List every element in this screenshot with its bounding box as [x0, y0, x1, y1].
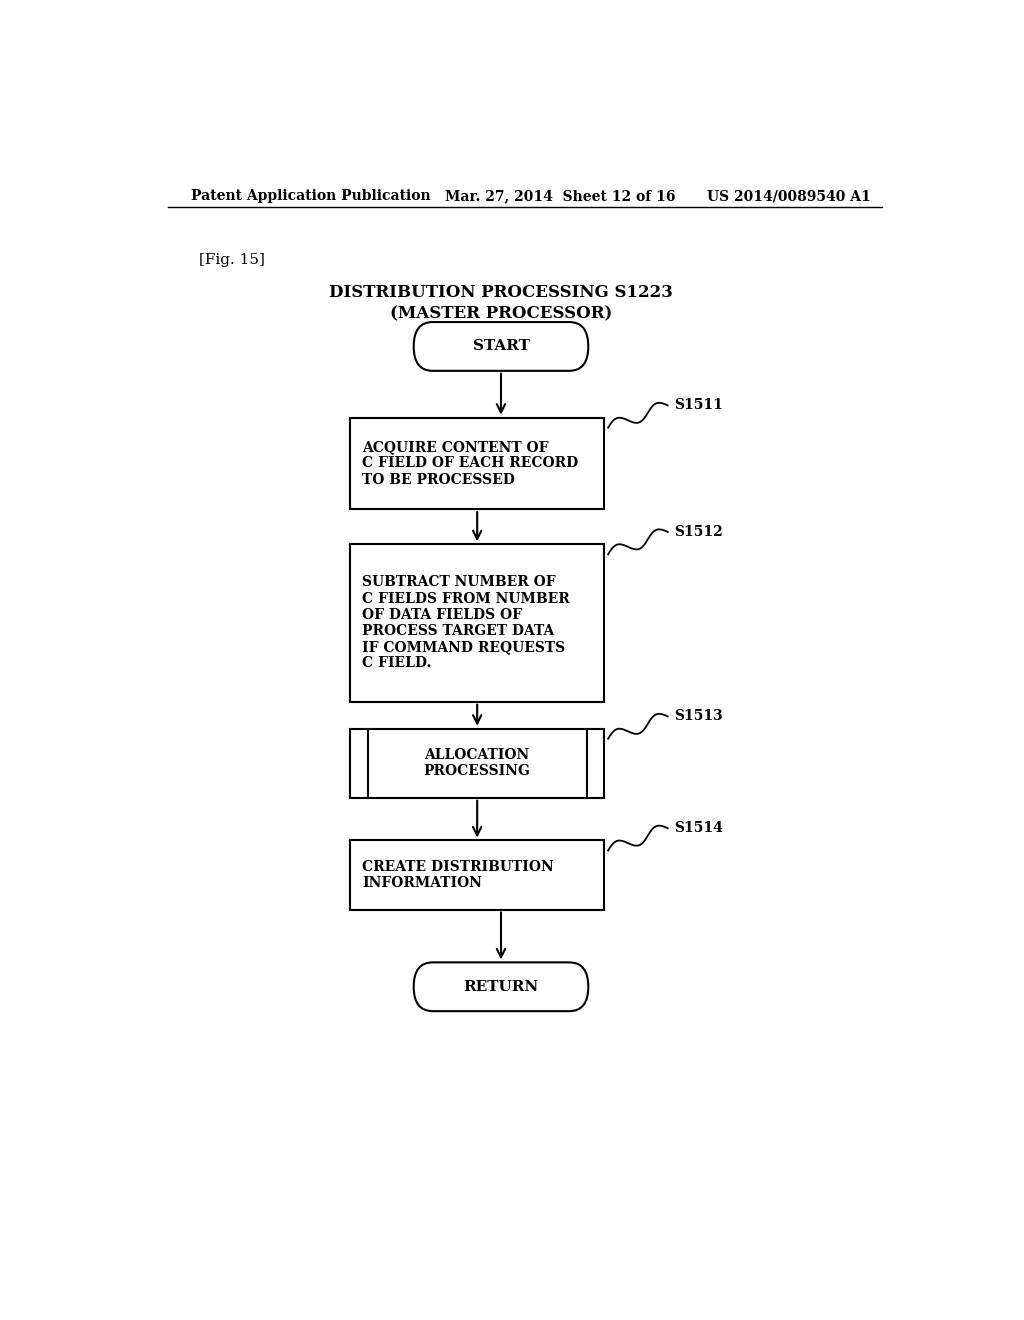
Text: (MASTER PROCESSOR): (MASTER PROCESSOR) [390, 305, 612, 322]
Text: [Fig. 15]: [Fig. 15] [200, 253, 265, 267]
Text: S1514: S1514 [674, 821, 723, 836]
Text: RETURN: RETURN [464, 979, 539, 994]
FancyBboxPatch shape [414, 322, 588, 371]
Text: ACQUIRE CONTENT OF
C FIELD OF EACH RECORD
TO BE PROCESSED: ACQUIRE CONTENT OF C FIELD OF EACH RECOR… [362, 440, 579, 487]
Text: US 2014/0089540 A1: US 2014/0089540 A1 [708, 189, 871, 203]
Bar [350, 729, 604, 797]
Bar [350, 544, 604, 702]
Text: ALLOCATION
PROCESSING: ALLOCATION PROCESSING [424, 748, 530, 779]
Text: SUBTRACT NUMBER OF
C FIELDS FROM NUMBER
OF DATA FIELDS OF
PROCESS TARGET DATA
IF: SUBTRACT NUMBER OF C FIELDS FROM NUMBER … [362, 576, 570, 671]
Text: S1511: S1511 [674, 399, 723, 412]
FancyBboxPatch shape [414, 962, 588, 1011]
Bar [350, 841, 604, 909]
Text: S1513: S1513 [674, 709, 723, 723]
Text: Patent Application Publication: Patent Application Publication [191, 189, 431, 203]
Text: CREATE DISTRIBUTION
INFORMATION: CREATE DISTRIBUTION INFORMATION [362, 859, 554, 890]
Text: S1512: S1512 [674, 525, 723, 539]
Bar [350, 417, 604, 510]
Text: START: START [472, 339, 529, 354]
Text: DISTRIBUTION PROCESSING S1223: DISTRIBUTION PROCESSING S1223 [329, 284, 673, 301]
Text: Mar. 27, 2014  Sheet 12 of 16: Mar. 27, 2014 Sheet 12 of 16 [445, 189, 676, 203]
